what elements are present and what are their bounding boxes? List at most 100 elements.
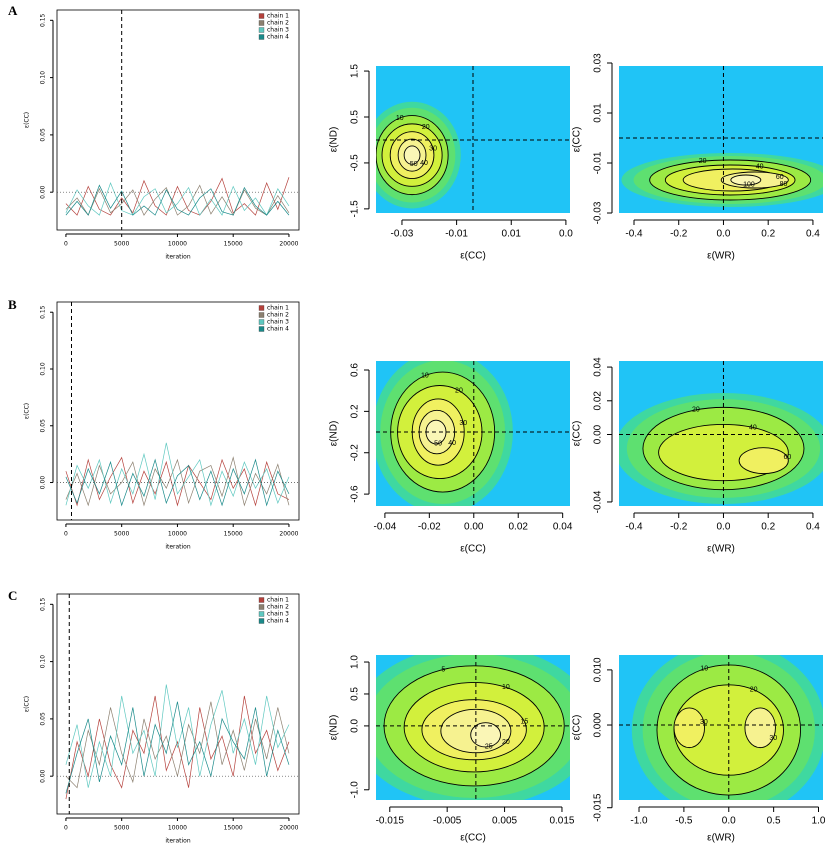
y-tick-label: 0.00 (593, 424, 604, 444)
contour-label: 10 (421, 373, 429, 380)
x-tick-label: 0 (64, 531, 68, 538)
heatmap: 5 10 15 20 25 (376, 655, 570, 800)
y-tick-label: 0.010 (593, 657, 604, 682)
contour-label: 10 (396, 115, 404, 122)
contour (673, 707, 705, 749)
x-tick-label: 0.00 (464, 522, 484, 533)
y-axis-label: ε(CC) (572, 715, 583, 741)
x-tick-label: 0.02 (508, 522, 528, 533)
contour-label: 5 (441, 666, 445, 673)
legend-swatch (258, 319, 265, 325)
x-tick-label: -0.02 (418, 522, 441, 533)
contour-label: 15 (520, 718, 528, 725)
x-tick-label: 0.4 (806, 522, 820, 533)
contour (730, 174, 762, 186)
y-tick-label: 0.0 (350, 719, 361, 733)
x-axis-label: iteration (165, 544, 191, 551)
chain-line (65, 177, 290, 216)
x-tick-label: -0.04 (373, 522, 396, 533)
y-axis-label: ε(CC) (572, 127, 583, 153)
contour-label: 60 (776, 174, 784, 181)
contour-label: 20 (422, 124, 430, 131)
chain-line (65, 701, 290, 794)
y-tick-label: 0.15 (40, 305, 47, 319)
y-tick-label: -1.0 (350, 781, 361, 799)
contour-label: 40 (448, 440, 456, 447)
contour (470, 722, 502, 748)
x-tick-label: 1.0 (812, 816, 826, 827)
y-tick-label: 0.6 (350, 363, 361, 377)
plot-frame (56, 9, 300, 231)
x-tick-label: 10000 (168, 241, 187, 248)
y-tick-label: -0.01 (593, 151, 604, 174)
x-tick-label: 10000 (168, 825, 187, 832)
x-tick-label: -0.005 (433, 816, 462, 827)
x-tick-label: 0.015 (549, 816, 574, 827)
chain-line (65, 701, 290, 789)
y-tick-label: 0.05 (40, 128, 47, 142)
x-tick-label: -0.2 (670, 229, 688, 240)
y-tick-label: 0.5 (350, 687, 361, 701)
legend-label: chain 2 (267, 20, 289, 27)
legend-label: chain 4 (267, 34, 289, 41)
legend-label: chain 4 (267, 326, 289, 333)
x-tick-label: -0.015 (376, 816, 405, 827)
x-axis-label: ε(WR) (707, 833, 735, 844)
contour (403, 145, 421, 165)
chain-line (65, 456, 290, 507)
legend-label: chain 2 (267, 312, 289, 319)
contour-label: 40 (420, 160, 428, 167)
contour-label: 40 (749, 424, 757, 431)
contour-label: 20 (455, 387, 463, 394)
heatmap: 10 20 30 30 (619, 655, 823, 800)
y-tick-label: 0.10 (40, 362, 47, 376)
x-tick-label: 0.04 (553, 522, 573, 533)
x-tick-label: 20000 (279, 531, 298, 538)
x-tick-label: 15000 (224, 531, 243, 538)
plot-frame (56, 301, 300, 521)
legend-swatch (258, 305, 265, 311)
y-tick-label: 0.00 (40, 769, 47, 783)
legend-label: chain 1 (267, 13, 289, 20)
x-tick-label: 10000 (168, 531, 187, 538)
y-axis-label: ε(CC) (572, 421, 583, 447)
x-axis-label: ε(WR) (707, 544, 735, 555)
chain-line (65, 184, 290, 216)
chain-line (65, 182, 290, 216)
x-tick-label: 5000 (114, 241, 129, 248)
y-tick-label: 0.10 (40, 655, 47, 669)
x-tick-label: -0.01 (445, 229, 468, 240)
y-tick-label: 0.02 (593, 391, 604, 411)
contour-label: 20 (699, 158, 707, 165)
legend-swatch (258, 611, 265, 617)
x-tick-label: 0.0 (722, 816, 736, 827)
legend-label: chain 3 (267, 319, 289, 326)
y-tick-label: 0.03 (593, 53, 604, 73)
y-tick-label: 0.000 (593, 712, 604, 737)
x-axis-label: ε(CC) (460, 251, 486, 262)
x-tick-label: 5000 (114, 825, 129, 832)
contour-label: 50 (410, 161, 418, 168)
y-tick-label: 1.5 (350, 64, 361, 78)
contour-label: 20 (750, 687, 758, 694)
contour-label: 20 (502, 739, 510, 746)
x-tick-label: 15000 (224, 241, 243, 248)
legend-label: chain 3 (267, 27, 289, 34)
y-tick-label: -0.04 (593, 490, 604, 513)
legend-swatch (258, 27, 265, 33)
legend-swatch (258, 34, 265, 40)
y-tick-label: 0.15 (40, 597, 47, 611)
x-tick-label: -0.4 (625, 229, 643, 240)
x-tick-label: 20000 (279, 825, 298, 832)
x-tick-label: 0.2 (761, 229, 775, 240)
legend-label: chain 3 (267, 611, 289, 618)
x-tick-label: 0.005 (492, 816, 517, 827)
legend-swatch (258, 20, 265, 26)
x-axis-label: iteration (165, 254, 191, 261)
panel-label: C (8, 588, 17, 603)
